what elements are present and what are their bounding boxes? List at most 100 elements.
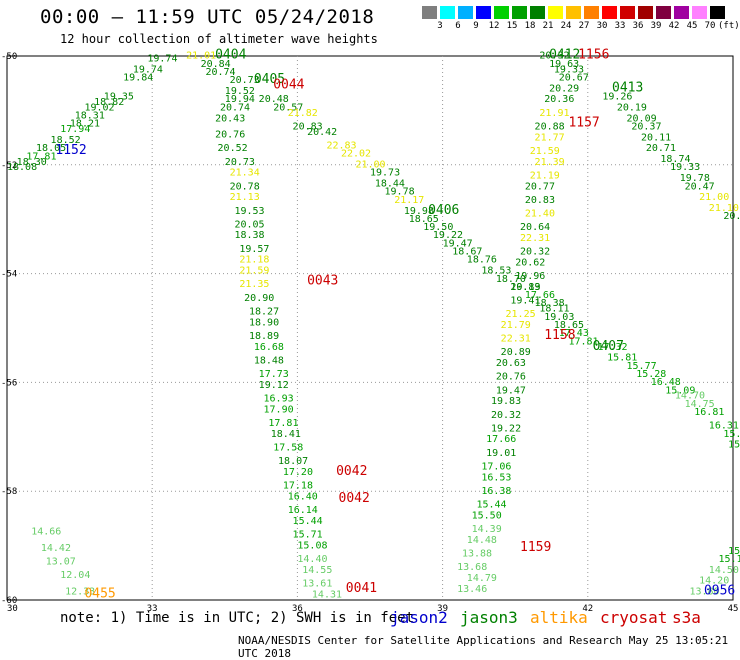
pass-time-label: 0044 [273,78,304,93]
color-swatch [692,6,707,19]
wave-height-value: 19.50 [423,222,453,233]
color-scale-label: 24 [560,21,572,31]
wave-height-value: 19.12 [259,380,289,391]
wave-height-value: 20.83 [293,121,323,132]
color-swatch [674,6,689,19]
x-tick-label: 39 [437,604,448,614]
color-swatch [620,6,635,19]
pass-time-label: 1158 [544,328,575,343]
wave-height-value: 15.29 [728,440,740,451]
x-tick-label: 45 [728,604,739,614]
wave-height-value: 20.13 [510,282,540,293]
color-swatch [548,6,563,19]
wave-height-value: 18.30 [17,157,47,168]
wave-height-value: 13.88 [462,548,492,559]
wave-height-value: 16.48 [651,377,681,388]
wave-height-value: 19.53 [234,206,264,217]
color-scale-label: 36 [632,21,644,31]
wave-height-value: 20.76 [215,130,245,141]
wave-height-value: 15.12 [718,554,740,565]
wave-height-value: 22.31 [501,334,531,345]
wave-height-value: 20.52 [218,143,248,154]
wave-height-value: 20.71 [646,143,676,154]
pass-time-label: 0404 [215,48,246,63]
color-scale-label: 21 [542,21,554,31]
wave-height-value: 18.05 [36,143,66,154]
note-text: note: 1) Time is in UTC; 2) SWH is in fe… [60,610,415,626]
wave-height-value: 19.78 [680,173,710,184]
wave-height-value: 18.67 [452,247,482,258]
wave-height-value: 17.58 [273,442,303,453]
wave-height-value: 19.01 [486,448,516,459]
wave-height-value: 20.74 [220,102,250,113]
wave-height-value: 20.32 [491,410,521,421]
wave-height-value: 13.46 [457,584,487,595]
wave-height-value: 20.47 [685,181,715,192]
wave-height-value: 20.84 [201,59,231,70]
wave-height-value: 20.05 [234,219,264,230]
wave-height-value: 21.25 [506,309,536,320]
wave-height-value: 19.22 [433,230,463,241]
legend-entry-s3a: s3a [672,608,701,627]
wave-height-value: 14.70 [675,391,705,402]
color-scale-label: 27 [578,21,590,31]
wave-height-value: 19.47 [443,238,473,249]
wave-height-value: 13.68 [457,562,487,573]
x-tick-label: 33 [147,604,158,614]
wave-height-value: 20.77 [525,181,555,192]
wave-height-value: 21.18 [239,255,269,266]
wave-height-value: 21.10 [709,203,739,214]
pass-time-label: 1157 [568,116,599,131]
wave-height-value: 16.93 [264,393,294,404]
wave-height-value: 18.65 [409,214,439,225]
wave-height-value: 18.74 [660,154,690,165]
color-scale-label: 15 [506,21,518,31]
wave-height-value: 20.09 [627,113,657,124]
pass-time-label: 0413 [612,80,643,95]
wave-height-value: 19.33 [670,162,700,173]
pass-time-label: 0043 [307,273,338,288]
wave-height-value: 16.68 [254,342,284,353]
chart-subtitle: 12 hour collection of altimeter wave hei… [60,32,378,46]
wave-height-value: 18.76 [467,255,497,266]
color-swatch [584,6,599,19]
wave-height-value: 21.00 [699,192,729,203]
wave-height-value: 17.66 [525,290,555,301]
wave-height-value: 19.35 [104,92,134,103]
wave-height-value: 20.57 [273,102,303,113]
legend-entry-cryosat: cryosat [600,608,668,627]
wave-height-value: 18.08 [7,162,37,173]
wave-height-value: 21.17 [394,195,424,206]
wave-height-value: 14.66 [31,527,61,538]
wave-height-value: 14.50 [709,565,739,576]
wave-height-value: 20.43 [215,113,245,124]
wave-height-value: 18.21 [70,119,100,130]
wave-height-value: 15.44 [476,500,506,511]
color-swatch [458,6,473,19]
wave-height-value: 19.83 [491,396,521,407]
wave-height-value: 18.27 [249,306,279,317]
pass-time-label: 1156 [578,48,609,63]
color-scale-label: 12 [488,21,500,31]
color-scale-label: 30 [596,21,608,31]
wave-height-value: 18.38 [535,298,565,309]
wave-height-value: 19.26 [602,92,632,103]
wave-height-value: 17.94 [60,124,90,135]
color-scale-label: 18 [524,21,536,31]
pass-time-label: 0407 [593,339,624,354]
color-swatch [440,6,455,19]
x-tick-label: 42 [582,604,593,614]
wave-height-value: 19.57 [239,244,269,255]
wave-height-value: 15.71 [293,529,323,540]
wave-height-value: 21.59 [239,266,269,277]
wave-height-value: 18.44 [375,179,405,190]
wave-height-value: 20.73 [225,157,255,168]
wave-height-value: 21.77 [535,132,565,143]
pass-time-label: 0041 [346,581,377,596]
wave-height-value: 18.38 [234,230,264,241]
wave-height-value: 20.29 [549,83,579,94]
wave-height-value: 19.73 [370,168,400,179]
wave-height-value: 15.08 [297,540,327,551]
wave-height-value: 18.52 [51,135,81,146]
wave-height-value: 17.20 [283,467,313,478]
